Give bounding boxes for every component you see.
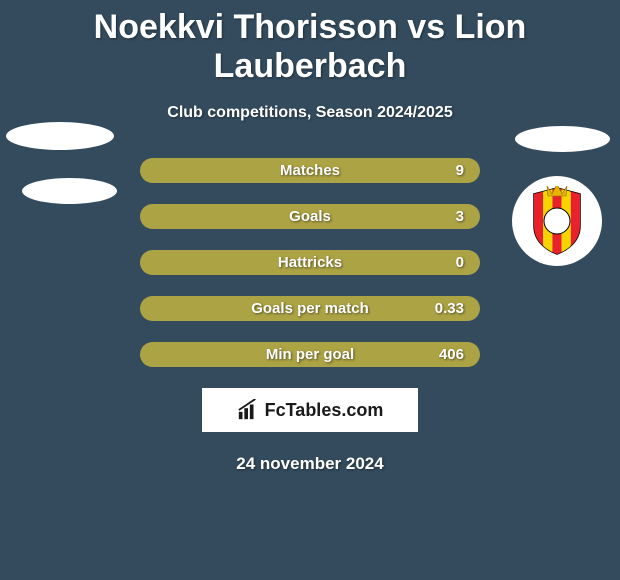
stat-value: 0.33 [435, 300, 464, 317]
stat-bar-goals-per-match: Goals per match 0.33 [140, 296, 480, 321]
brand-footer: FcTables.com [202, 388, 418, 432]
stat-value: 406 [439, 346, 464, 363]
club-crest [512, 176, 602, 266]
crest-svg [530, 186, 584, 256]
stat-label: Min per goal [266, 346, 354, 363]
stat-label: Goals [289, 208, 331, 225]
stat-label: Matches [280, 162, 340, 179]
stat-label: Goals per match [251, 300, 369, 317]
stat-bar-goals: Goals 3 [140, 204, 480, 229]
date-text: 24 november 2024 [0, 454, 620, 474]
stat-value: 9 [456, 162, 464, 179]
stat-label: Hattricks [278, 254, 342, 271]
player-left-blob-1 [6, 122, 114, 150]
brand-text: FcTables.com [265, 400, 384, 421]
stat-value: 3 [456, 208, 464, 225]
crown-icon [547, 186, 567, 196]
stat-bar-min-per-goal: Min per goal 406 [140, 342, 480, 367]
stat-value: 0 [456, 254, 464, 271]
player-left-blob-2 [22, 178, 117, 204]
page-title: Noekkvi Thorisson vs Lion Lauberbach [0, 0, 620, 86]
bars-icon [237, 399, 259, 421]
subtitle: Club competitions, Season 2024/2025 [0, 104, 620, 122]
player-right-blob-1 [515, 126, 610, 152]
stat-bar-hattricks: Hattricks 0 [140, 250, 480, 275]
stat-bar-matches: Matches 9 [140, 158, 480, 183]
